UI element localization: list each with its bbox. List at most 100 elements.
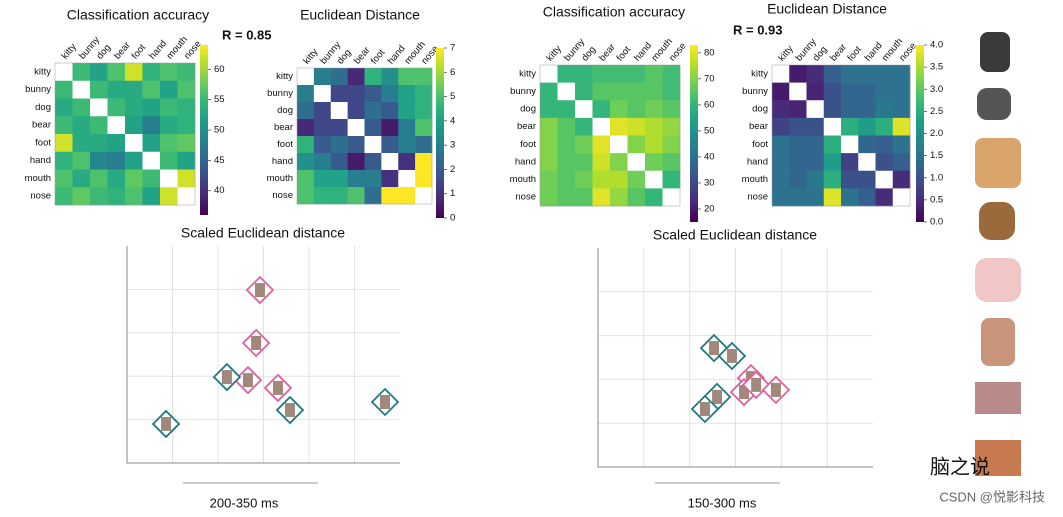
column-label: kitty xyxy=(60,41,79,61)
annotation: R = 0.85 xyxy=(222,27,272,42)
heatmap-cell xyxy=(592,153,611,172)
heatmap-cell xyxy=(592,100,611,119)
heatmap-cell xyxy=(772,117,790,136)
heatmap-cell xyxy=(662,170,681,189)
heatmap-cell xyxy=(415,85,433,103)
heatmap-cell xyxy=(841,153,859,172)
column-label: hand xyxy=(863,40,885,63)
heatmap-cell xyxy=(364,68,382,86)
colorbar-label: 4 xyxy=(450,115,455,126)
heatmap-cell xyxy=(858,188,876,207)
heatmap-cell xyxy=(610,82,628,101)
empty-cell xyxy=(347,119,365,137)
annotation: R = 0.93 xyxy=(733,22,783,37)
heatmap-cell xyxy=(381,170,399,188)
heatmap-cell xyxy=(645,65,663,83)
axes xyxy=(126,246,400,464)
row-label: hand xyxy=(272,156,293,167)
heatmap-cell xyxy=(875,153,894,172)
heatmap-cell xyxy=(55,116,73,135)
row-label: bunny xyxy=(510,86,536,97)
heatmap-cell xyxy=(297,187,315,205)
heatmap-cell xyxy=(72,134,91,153)
heatmap-cell xyxy=(806,82,825,101)
heatmap-cell xyxy=(627,170,646,189)
heatmap-cell xyxy=(823,188,842,207)
heatmap-cell xyxy=(592,82,611,101)
heatmap-cell xyxy=(160,63,178,82)
heatmap-cell xyxy=(610,188,628,207)
colorbar-label: 70 xyxy=(704,73,715,84)
stimulus-point xyxy=(717,341,747,371)
empty-cell xyxy=(381,153,399,171)
heatmap-cell xyxy=(347,187,365,205)
icon-bunny xyxy=(977,88,1011,120)
heatmap-cell xyxy=(610,117,628,136)
heatmap-cell xyxy=(823,100,842,119)
empty-cell xyxy=(806,100,825,119)
empty-cell xyxy=(858,153,876,172)
heatmap-cell xyxy=(297,119,315,137)
stimulus-image xyxy=(751,377,762,392)
heatmap-cell xyxy=(841,65,859,83)
empty-cell xyxy=(645,170,663,189)
heatmap-cell xyxy=(72,63,91,82)
heatmap-cell xyxy=(72,169,91,188)
heatmap-cell xyxy=(297,102,315,120)
column-label: bear xyxy=(828,42,849,64)
heatmap-cell xyxy=(806,188,825,207)
stimulus-point xyxy=(741,370,771,400)
heatmap-cell xyxy=(841,170,859,189)
column-label: kitty xyxy=(301,46,320,66)
heatmap-cell xyxy=(592,135,611,154)
colorbar-label: 60 xyxy=(214,64,225,75)
heatmap-cell xyxy=(381,119,399,137)
colorbar-label: 60 xyxy=(704,99,715,110)
column-label: foot xyxy=(369,47,388,66)
heatmap-cell xyxy=(177,134,196,153)
stimulus-image xyxy=(726,348,737,363)
heatmap-cell xyxy=(90,151,108,170)
colorbar-label: 2 xyxy=(450,164,455,175)
row-label: mouth xyxy=(742,174,768,185)
heatmap-cell xyxy=(142,98,161,117)
row-label: bunny xyxy=(267,88,293,99)
heatmap-cell xyxy=(415,170,433,188)
heatmap-cell xyxy=(806,170,825,189)
heatmap-cell xyxy=(90,169,108,188)
heatmap-cell xyxy=(160,187,178,206)
heatmap-cell xyxy=(297,170,315,188)
empty-cell xyxy=(107,116,126,135)
empty-cell xyxy=(610,135,628,154)
column-label: bear xyxy=(352,45,373,67)
heatmap-cell xyxy=(347,102,365,120)
row-label: foot xyxy=(277,139,293,150)
heatmap-cell xyxy=(662,135,681,154)
icon-foot xyxy=(975,258,1021,302)
empty-cell xyxy=(540,65,558,83)
heatmap-cell xyxy=(177,80,196,99)
row-label: nose xyxy=(272,190,293,201)
column-label: kitty xyxy=(545,43,564,63)
icon-dog xyxy=(975,138,1021,188)
colorbar-label: 4.0 xyxy=(930,40,943,51)
heatmap-cell xyxy=(610,153,628,172)
heatmap-frame xyxy=(296,67,433,205)
heatmap-cell xyxy=(875,82,894,101)
heatmap-cell xyxy=(627,117,646,136)
heatmap-cell xyxy=(540,188,558,207)
heatmap-cell xyxy=(540,153,558,172)
heatmap-title: Euclidean Distance xyxy=(300,7,420,23)
column-label: foot xyxy=(615,44,634,63)
heatmap-cell xyxy=(415,153,433,171)
heatmap-cell xyxy=(592,188,611,207)
heatmap-cell xyxy=(398,119,416,137)
heatmap-cell xyxy=(858,65,876,83)
colorbar-label: 50 xyxy=(214,125,225,136)
watermark-logo: 脑之说 xyxy=(930,455,990,478)
heatmap-cell xyxy=(330,136,348,154)
heatmap-cell xyxy=(610,100,628,119)
heatmap-cell xyxy=(381,136,399,154)
heatmap-cell xyxy=(772,153,790,172)
colorbar-label: 55 xyxy=(214,94,225,105)
